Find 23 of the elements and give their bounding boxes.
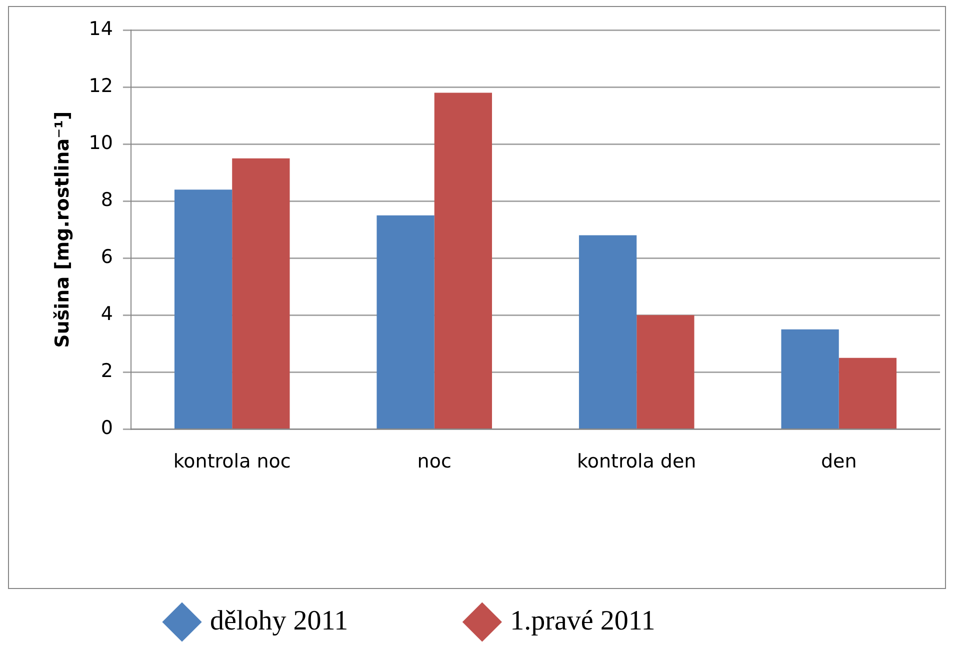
y-tick-label: 0 — [100, 417, 113, 440]
y-tick-label: 2 — [100, 360, 113, 382]
y-tick-label: 4 — [100, 303, 113, 326]
y-tick-label: 12 — [88, 74, 113, 97]
y-tick-label: 14 — [88, 18, 113, 40]
bar — [376, 215, 434, 428]
bar — [781, 329, 839, 428]
y-axis-title: Sušina [mg.rostlina⁻¹] — [51, 111, 74, 348]
bar — [434, 92, 492, 428]
y-tick-label: 6 — [100, 246, 113, 268]
y-tick-label: 8 — [100, 189, 113, 212]
x-tick-label: kontrola noc — [173, 450, 291, 473]
x-tick-label: den — [820, 450, 857, 473]
bar — [636, 315, 694, 428]
x-tick-label: noc — [417, 450, 452, 473]
legend-label: dělohy 2011 — [210, 605, 348, 636]
bar — [174, 190, 232, 428]
bar — [838, 358, 897, 428]
legend-label: 1.pravé 2011 — [510, 605, 656, 636]
bar — [232, 158, 290, 428]
bar — [578, 235, 637, 428]
y-tick-label: 10 — [88, 132, 113, 154]
x-tick-label: kontrola den — [577, 450, 696, 473]
